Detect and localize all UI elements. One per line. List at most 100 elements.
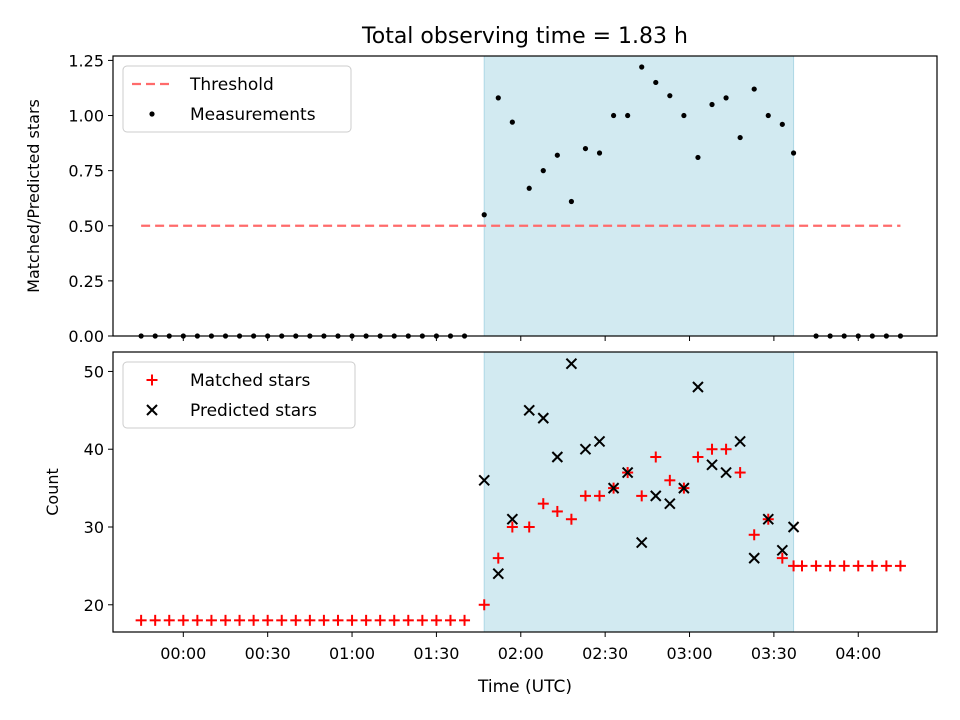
data-point xyxy=(607,482,620,494)
legend: Matched stars Predicted stars xyxy=(122,361,356,429)
legend: Threshold Measurements xyxy=(122,65,352,133)
data-point xyxy=(866,560,878,572)
data-point xyxy=(779,121,785,127)
x-axis-label: Time (UTC) xyxy=(477,677,572,697)
data-point xyxy=(492,567,504,580)
data-point xyxy=(416,614,428,626)
data-point xyxy=(568,198,575,205)
y-tick-label: 0.50 xyxy=(68,217,104,236)
data-point xyxy=(720,466,732,479)
data-point xyxy=(262,614,274,626)
data-point xyxy=(594,490,606,502)
data-point xyxy=(444,614,456,626)
data-point xyxy=(748,552,760,564)
x-tick-label: 04:00 xyxy=(835,644,881,663)
data-point xyxy=(880,560,892,572)
data-point xyxy=(751,86,757,92)
data-point xyxy=(593,435,606,448)
data-point xyxy=(636,536,648,549)
data-point xyxy=(610,112,617,119)
data-point xyxy=(135,614,147,626)
legend-label: Predicted stars xyxy=(190,401,317,421)
x-tick-label: 01:00 xyxy=(329,644,375,663)
data-point xyxy=(509,119,515,125)
data-point xyxy=(565,357,578,370)
y-axis-label: Matched/Predicted stars xyxy=(24,99,43,293)
y-axis-label: Count xyxy=(43,468,62,516)
x-tick-label: 02:30 xyxy=(582,644,628,663)
data-point xyxy=(653,79,659,86)
data-point xyxy=(459,614,471,626)
data-point xyxy=(762,513,774,525)
data-point xyxy=(636,490,648,502)
x-tick-label: 00:30 xyxy=(245,644,291,663)
data-point xyxy=(639,64,645,70)
x-tick-label: 01:30 xyxy=(413,644,459,663)
data-point xyxy=(149,614,161,626)
data-point xyxy=(374,614,386,626)
data-point xyxy=(737,134,743,141)
data-point xyxy=(734,435,746,448)
data-point xyxy=(219,614,231,626)
data-point xyxy=(402,614,414,626)
data-point xyxy=(776,544,789,557)
data-point xyxy=(177,614,189,626)
data-point xyxy=(695,154,701,161)
x-tick-label: 03:00 xyxy=(666,644,712,663)
data-point xyxy=(709,101,715,108)
legend-label: Matched stars xyxy=(190,371,310,391)
y-tick-label: 1.25 xyxy=(68,51,104,70)
data-point xyxy=(790,150,797,156)
data-point xyxy=(318,614,330,626)
legend-label: Measurements xyxy=(190,105,316,125)
legend-label: Threshold xyxy=(189,75,274,95)
legend-box xyxy=(122,361,356,429)
data-point xyxy=(565,513,577,525)
data-point xyxy=(526,185,532,191)
data-point xyxy=(388,614,400,626)
data-point xyxy=(787,521,800,533)
y-tick-label: 40 xyxy=(84,440,104,459)
data-point xyxy=(894,560,906,572)
y-tick-label: 0.75 xyxy=(68,162,104,181)
data-point xyxy=(506,513,519,525)
data-point xyxy=(495,95,501,101)
data-point xyxy=(360,614,372,626)
data-point xyxy=(678,482,690,494)
y-tick-label: 50 xyxy=(84,362,104,381)
data-point xyxy=(664,474,676,486)
plot-frame xyxy=(112,55,938,337)
data-point xyxy=(551,505,563,517)
x-tick-label: 02:00 xyxy=(498,644,544,663)
data-point xyxy=(852,560,864,572)
data-point xyxy=(667,93,673,99)
observing-window-shade xyxy=(483,55,795,337)
data-point xyxy=(681,112,687,119)
data-point xyxy=(706,443,718,455)
y-tick-label: 0.00 xyxy=(68,327,104,346)
legend-swatch xyxy=(149,111,155,117)
data-point xyxy=(748,529,760,541)
data-point xyxy=(537,412,549,424)
data-point xyxy=(650,451,662,463)
data-point xyxy=(554,152,560,158)
data-point xyxy=(430,614,442,626)
data-point xyxy=(506,521,518,533)
data-point xyxy=(540,168,546,174)
data-point xyxy=(621,466,634,479)
data-point xyxy=(824,560,836,572)
data-point xyxy=(596,150,603,156)
data-point xyxy=(776,552,788,564)
data-point xyxy=(706,459,718,471)
legend-box xyxy=(122,65,352,133)
data-point xyxy=(492,552,504,564)
data-point xyxy=(537,498,549,510)
data-point xyxy=(625,112,631,119)
data-point xyxy=(650,490,662,502)
x-tick-label: 03:30 xyxy=(751,644,797,663)
data-point xyxy=(579,443,592,455)
data-point xyxy=(692,381,704,393)
data-point xyxy=(481,212,487,218)
data-point xyxy=(810,560,822,572)
